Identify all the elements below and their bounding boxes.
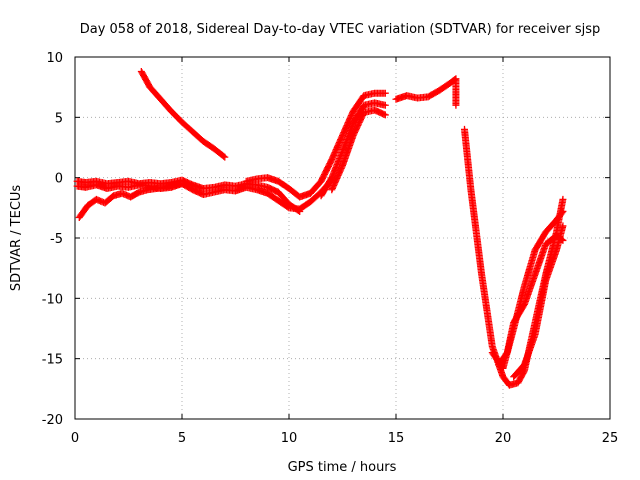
x-tick-label: 10 <box>281 431 298 446</box>
series-s11 <box>495 232 567 369</box>
series-s6 <box>317 99 389 200</box>
data-point <box>221 153 229 161</box>
y-tick-label: 10 <box>46 51 63 66</box>
series-s3 <box>75 180 186 221</box>
y-tick-label: 5 <box>55 111 63 126</box>
series-s8 <box>392 75 460 109</box>
chart-title: Day 058 of 2018, Sidereal Day-to-day VTE… <box>80 22 601 37</box>
series-s4 <box>137 67 229 161</box>
data-point <box>381 101 389 109</box>
series-s7 <box>328 106 389 194</box>
grid-layer <box>75 57 610 419</box>
data-point <box>178 180 186 188</box>
ticks-layer: 0 5 10 15 20 25 -20 -15 -10 -5 0 5 10 <box>42 51 619 446</box>
data-point <box>559 222 567 230</box>
y-axis-label: SDTVAR / TECUs <box>9 185 24 292</box>
data-point <box>220 152 228 160</box>
y-tick-label: -10 <box>42 292 63 307</box>
x-tick-label: 15 <box>388 431 405 446</box>
y-tick-label: 0 <box>55 172 63 187</box>
y-tick-label: -5 <box>50 232 63 247</box>
x-axis-label: GPS time / hours <box>288 460 397 475</box>
series-s5 <box>242 89 389 201</box>
y-tick-label: -15 <box>42 353 63 368</box>
data-point <box>559 195 567 203</box>
data-point <box>559 207 567 215</box>
x-tick-label: 0 <box>71 431 79 446</box>
data-layer <box>73 67 567 389</box>
data-point <box>558 209 566 217</box>
x-tick-label: 5 <box>178 431 186 446</box>
series-s12 <box>510 222 567 381</box>
y-tick-label: -20 <box>42 413 63 428</box>
data-point <box>381 89 389 97</box>
data-point <box>381 111 389 119</box>
data-point <box>452 101 460 109</box>
x-tick-label: 25 <box>602 431 619 446</box>
x-tick-label: 20 <box>495 431 512 446</box>
